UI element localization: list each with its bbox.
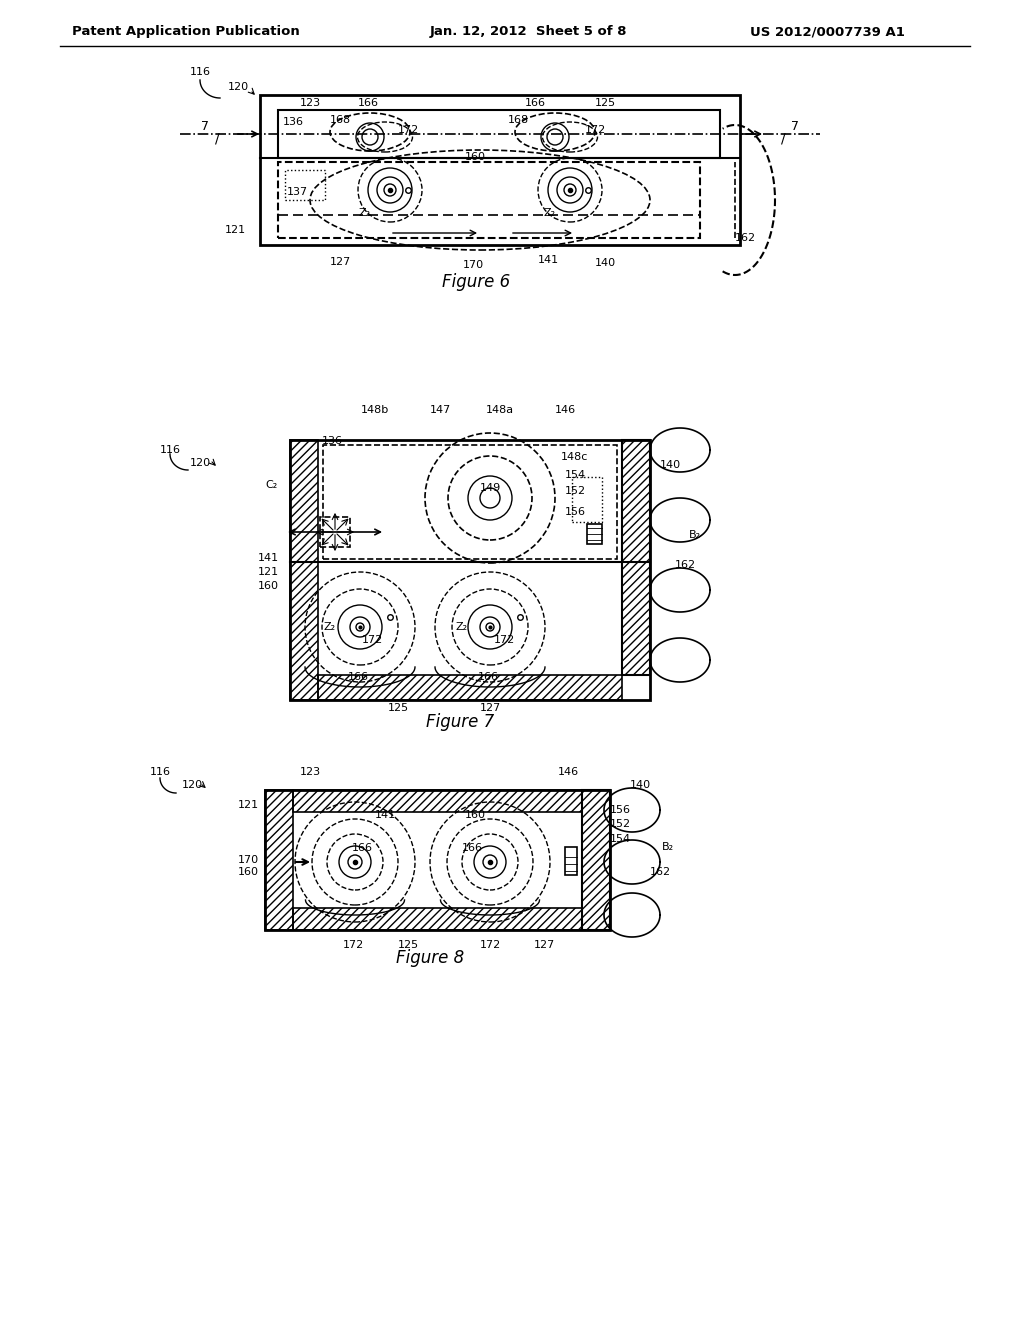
Text: 148c: 148c [561,451,589,462]
Text: 146: 146 [557,767,579,777]
Text: 149: 149 [479,483,501,492]
Text: 160: 160 [465,810,485,820]
Text: 156: 156 [609,805,631,814]
Text: 166: 166 [347,672,369,682]
Text: 141: 141 [375,810,395,820]
Text: 172: 172 [361,635,383,645]
Text: 136: 136 [322,436,342,446]
Text: 125: 125 [397,940,419,950]
Text: Figure 7: Figure 7 [426,713,495,731]
Bar [278,162,700,238]
Text: 166: 166 [357,98,379,108]
Text: C₂: C₂ [266,480,279,490]
Text: 146: 146 [554,405,575,414]
Text: 123: 123 [299,767,321,777]
Text: Z₂: Z₂ [359,209,371,218]
Bar [260,95,740,246]
Text: 137: 137 [287,187,307,197]
Text: 121: 121 [238,800,259,810]
Bar [587,524,602,544]
Text: Z₂: Z₂ [324,622,336,632]
Text: 127: 127 [534,940,555,950]
Bar [293,789,582,812]
Bar [622,440,650,675]
Text: 148b: 148b [360,405,389,414]
Text: Jan. 12, 2012  Sheet 5 of 8: Jan. 12, 2012 Sheet 5 of 8 [430,25,628,38]
Text: 148a: 148a [486,405,514,414]
Text: 172: 172 [494,635,515,645]
Bar [290,440,650,700]
Text: 116: 116 [150,767,171,777]
Bar [582,789,610,931]
Text: 7: 7 [201,120,209,132]
Text: 152: 152 [564,486,586,496]
Text: 170: 170 [238,855,259,865]
Text: Z₂: Z₂ [544,209,556,218]
Text: US 2012/0007739 A1: US 2012/0007739 A1 [750,25,905,38]
Text: 125: 125 [595,98,615,108]
Bar [265,789,293,931]
Text: 170: 170 [463,260,483,271]
Text: 166: 166 [462,843,482,853]
Text: 172: 172 [479,940,501,950]
Bar [572,477,602,521]
Text: 156: 156 [564,507,586,517]
Text: Figure 6: Figure 6 [442,273,510,290]
Bar [565,847,577,875]
Text: 154: 154 [564,470,586,480]
Text: 147: 147 [429,405,451,414]
Text: 166: 166 [351,843,373,853]
Bar [319,517,350,546]
Text: /: / [780,131,785,145]
Text: 162: 162 [675,560,695,570]
Text: B₂: B₂ [662,842,674,851]
Text: 121: 121 [224,224,246,235]
Text: 136: 136 [283,117,303,127]
Text: 120: 120 [189,458,211,469]
Text: 166: 166 [524,98,546,108]
Text: 166: 166 [477,672,499,682]
Text: 127: 127 [479,704,501,713]
Text: 160: 160 [238,867,258,876]
Text: 162: 162 [649,867,671,876]
Bar [265,789,610,931]
Text: 116: 116 [189,67,211,77]
Text: B₂: B₂ [689,531,701,540]
Text: 7: 7 [791,120,799,132]
Bar [290,440,318,700]
Text: Patent Application Publication: Patent Application Publication [72,25,300,38]
Text: /: / [215,131,219,145]
Bar [293,908,582,931]
Text: 172: 172 [397,125,419,135]
Text: 140: 140 [659,459,681,470]
Bar [278,110,720,158]
Text: 172: 172 [342,940,364,950]
Text: 172: 172 [585,125,605,135]
Bar [323,445,617,558]
Text: 152: 152 [609,818,631,829]
Text: 121: 121 [257,568,279,577]
Text: 141: 141 [538,255,558,265]
Text: 154: 154 [609,834,631,843]
Text: Z₂: Z₂ [456,622,468,632]
Text: 127: 127 [330,257,350,267]
Text: 160: 160 [257,581,279,591]
Text: 140: 140 [595,257,615,268]
Text: 168: 168 [508,115,528,125]
Bar [318,675,622,700]
Text: 125: 125 [387,704,409,713]
Text: 123: 123 [299,98,321,108]
Text: 140: 140 [630,780,650,789]
Bar [285,170,325,201]
Text: 120: 120 [181,780,203,789]
Text: 141: 141 [257,553,279,564]
Text: 160: 160 [465,152,485,162]
Text: 162: 162 [734,234,756,243]
Text: 120: 120 [227,82,249,92]
Text: Figure 8: Figure 8 [396,949,464,968]
Text: 168: 168 [330,115,350,125]
Text: 116: 116 [160,445,180,455]
